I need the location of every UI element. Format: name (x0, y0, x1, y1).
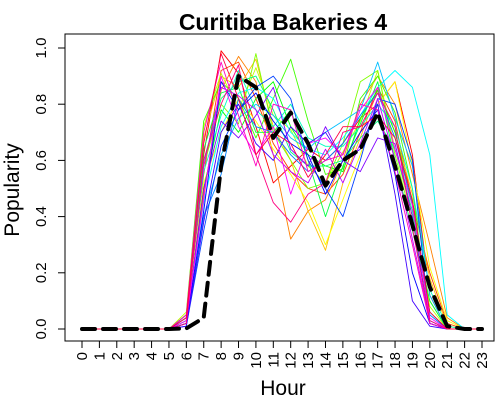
series-line-11 (82, 75, 482, 330)
x-tick-label: 13 (300, 352, 317, 369)
series-line-15 (82, 92, 482, 330)
x-tick-label: 17 (370, 352, 387, 369)
x-tick-label: 15 (335, 352, 352, 369)
x-tick-label: 8 (213, 352, 230, 360)
x-tick-label: 20 (422, 352, 439, 369)
x-axis-label: Hour (260, 377, 306, 400)
x-tick-label: 3 (126, 352, 143, 360)
x-tick-label: 18 (387, 352, 404, 369)
x-tick-label: 2 (109, 352, 126, 360)
y-tick-label: 0.0 (33, 319, 50, 340)
series-line-21 (82, 75, 482, 330)
y-tick-label: 0.8 (33, 94, 50, 115)
x-tick-label: 10 (248, 352, 265, 369)
x-tick-label: 16 (352, 352, 369, 369)
y-axis: 0.0 0.2 0.4 0.6 0.8 1.0 (33, 38, 66, 340)
x-tick-label: 21 (439, 352, 456, 369)
x-tick-label: 7 (196, 352, 213, 360)
series-line-16 (82, 75, 482, 330)
y-axis-label: Popularity (1, 143, 24, 237)
x-tick-label: 4 (144, 352, 161, 360)
x-tick-label: 22 (457, 352, 474, 369)
x-tick-label: 0 (74, 352, 91, 360)
x-tick-label: 9 (231, 352, 248, 360)
x-tick-label: 11 (265, 352, 282, 368)
x-tick-label: 5 (161, 352, 178, 360)
x-tick-label: 14 (317, 352, 334, 369)
series-line-average (80, 74, 484, 331)
series-line-13 (82, 70, 482, 330)
x-tick-label: 1 (91, 352, 108, 360)
y-tick-label: 1.0 (33, 38, 50, 59)
x-axis: 0 1 2 3 4 5 6 7 8 9 10 11 12 13 14 15 16 17 18 19 20 21 22 23 (74, 340, 491, 369)
x-tick-label: 23 (474, 352, 491, 369)
x-tick-label: 19 (404, 352, 421, 369)
y-tick-label: 0.6 (33, 150, 50, 171)
y-tick-label: 0.4 (33, 206, 50, 227)
y-tick-label: 0.2 (33, 262, 50, 283)
series-line-12 (82, 70, 482, 330)
chart-title: Curitiba Bakeries 4 (179, 9, 388, 35)
x-tick-label: 6 (178, 352, 195, 360)
series-group (80, 50, 484, 331)
x-tick-label: 12 (283, 352, 300, 369)
